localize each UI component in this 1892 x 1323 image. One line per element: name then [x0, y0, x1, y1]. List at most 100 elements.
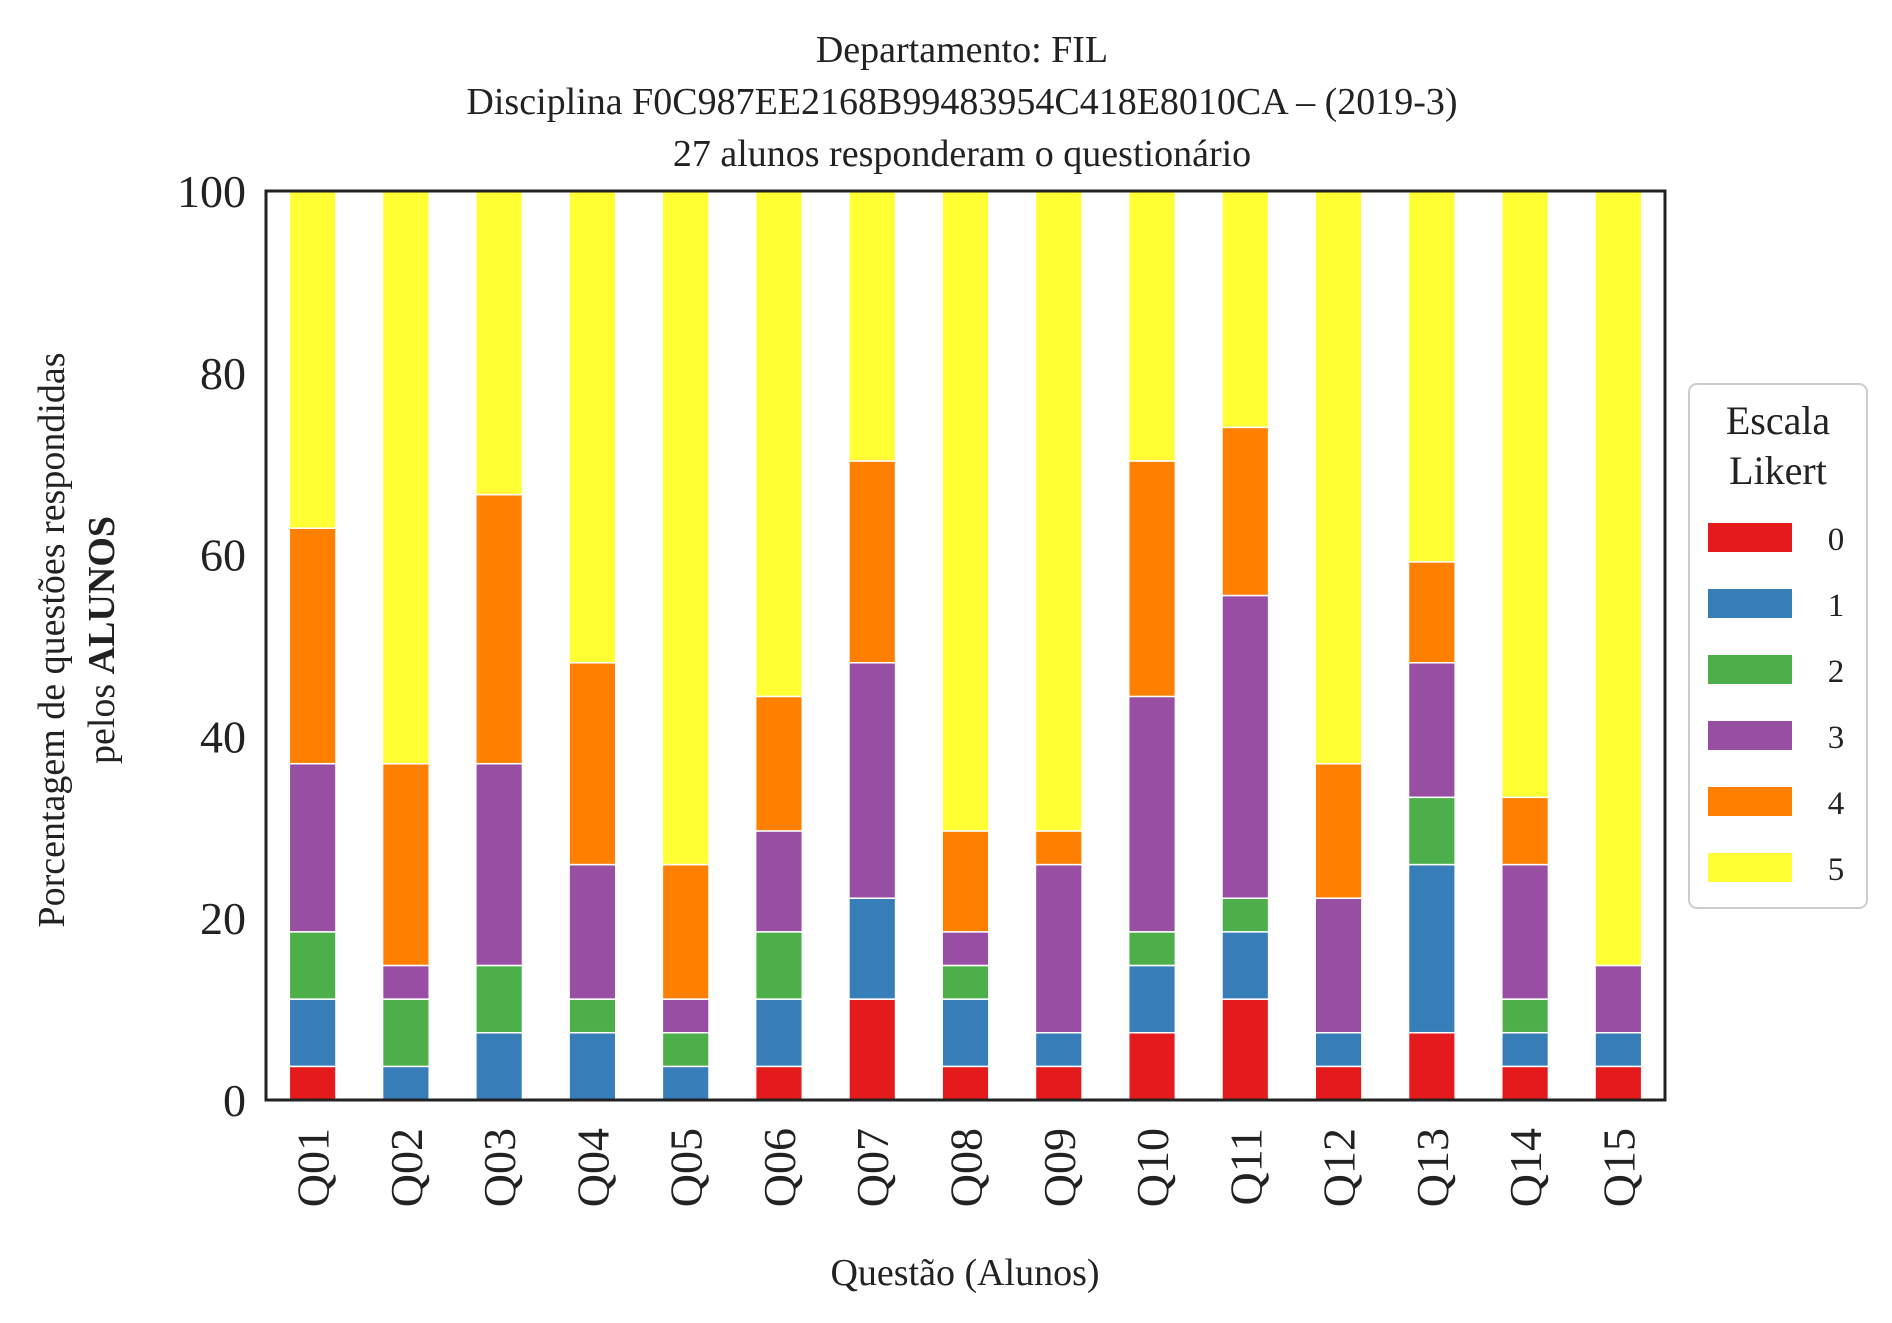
- bar-segment-Q10-scale-1: [1127, 964, 1177, 1034]
- bar-segment-Q13-scale-1: [1407, 863, 1456, 1034]
- bar-segment-Q04-scale-1: [568, 1031, 617, 1101]
- bar-segment-Q13-scale-4: [1407, 561, 1456, 664]
- bar-segment-Q10-scale-3: [1127, 695, 1177, 933]
- bar-segment-Q06-scale-0: [754, 1065, 804, 1101]
- bars-group: [288, 190, 1643, 1101]
- chart-title: Departamento: FIL Disciplina F0C987EE216…: [466, 29, 1457, 175]
- bar-segment-Q11-scale-4: [1221, 426, 1270, 597]
- bar-segment-Q04-scale-5: [568, 190, 617, 664]
- bar-segment-Q14-scale-1: [1501, 1031, 1550, 1068]
- bar-segment-Q11-scale-1: [1221, 931, 1270, 1000]
- bar-segment-Q04-scale-2: [568, 998, 617, 1034]
- bar-segment-Q09-scale-3: [1034, 863, 1083, 1034]
- y-tick-label-40: 40: [200, 711, 246, 762]
- bar-segment-Q02-scale-4: [381, 762, 430, 967]
- bar-segment-Q02-scale-2: [381, 998, 430, 1068]
- bar-segment-Q14-scale-3: [1501, 863, 1550, 1000]
- y-axis-label-line-1: Porcentagem de questões respondidas: [31, 352, 73, 927]
- bar-segment-Q13-scale-3: [1407, 662, 1456, 799]
- legend-title-line-1: Escala: [1726, 398, 1831, 443]
- bar-segment-Q08-scale-5: [941, 190, 990, 832]
- x-tick-label-Q04: Q04: [567, 1128, 618, 1207]
- y-axis-label-bold: ALUNOS: [81, 516, 123, 674]
- x-tick-label-Q06: Q06: [754, 1128, 805, 1207]
- bar-segment-Q12-scale-0: [1314, 1065, 1363, 1101]
- y-tick-label-100: 100: [177, 166, 246, 217]
- bar-segment-Q07-scale-4: [848, 460, 897, 664]
- legend-label-3: 3: [1828, 720, 1845, 756]
- bar-segment-Q07-scale-1: [848, 897, 897, 1000]
- bar-segment-Q05-scale-4: [661, 863, 710, 1000]
- bar-segment-Q03-scale-5: [475, 190, 524, 496]
- legend-swatch-3: [1708, 721, 1792, 750]
- bar-segment-Q13-scale-0: [1407, 1031, 1456, 1101]
- bar-segment-Q07-scale-3: [848, 662, 897, 899]
- bar-segment-Q13-scale-2: [1407, 796, 1456, 866]
- x-tick-label-Q15: Q15: [1593, 1128, 1644, 1207]
- bar-segment-Q01-scale-5: [288, 190, 337, 529]
- bar-segment-Q06-scale-3: [754, 830, 804, 933]
- bar-segment-Q11-scale-3: [1221, 594, 1270, 899]
- bar-segment-Q14-scale-0: [1501, 1065, 1550, 1101]
- x-tick-label-Q13: Q13: [1407, 1128, 1458, 1207]
- y-tick-label-60: 60: [200, 530, 246, 581]
- legend-swatch-5: [1708, 853, 1792, 882]
- bar-segment-Q09-scale-0: [1034, 1065, 1083, 1101]
- bar-segment-Q10-scale-4: [1127, 460, 1177, 698]
- bar-segment-Q15-scale-1: [1594, 1031, 1643, 1068]
- x-tick-label-Q07: Q07: [847, 1128, 898, 1207]
- x-tick-label-Q03: Q03: [474, 1128, 525, 1207]
- legend-box: [1688, 383, 1868, 909]
- legend-title-line-2: Likert: [1729, 448, 1827, 493]
- y-tick-label-80: 80: [200, 348, 246, 399]
- legend-label-5: 5: [1828, 852, 1845, 888]
- legend-label-0: 0: [1828, 522, 1845, 558]
- x-axis-label: Questão (Alunos): [830, 1252, 1099, 1294]
- bar-segment-Q01-scale-1: [288, 998, 337, 1068]
- bar-segment-Q08-scale-3: [941, 931, 990, 967]
- bar-segment-Q12-scale-3: [1314, 897, 1363, 1034]
- title-line-1: Departamento: FIL: [816, 29, 1108, 71]
- bar-segment-Q08-scale-1: [941, 998, 990, 1068]
- bar-segment-Q13-scale-5: [1407, 190, 1456, 563]
- bar-segment-Q03-scale-1: [475, 1031, 524, 1101]
- legend-swatch-0: [1708, 523, 1792, 552]
- legend-label-2: 2: [1828, 654, 1845, 690]
- title-line-3: 27 alunos responderam o questionário: [673, 133, 1251, 175]
- bar-segment-Q02-scale-1: [381, 1065, 430, 1101]
- y-axis-ticks: 0 20 40 60 80 100: [177, 166, 246, 1126]
- legend-swatch-1: [1708, 589, 1792, 618]
- bar-segment-Q06-scale-2: [754, 931, 804, 1000]
- plot-frame: [264, 189, 1667, 1102]
- legend-label-4: 4: [1828, 786, 1845, 822]
- legend-swatch-4: [1708, 787, 1792, 816]
- bar-segment-Q03-scale-4: [475, 493, 524, 765]
- bar-segment-Q03-scale-2: [475, 964, 524, 1034]
- bar-segment-Q11-scale-0: [1221, 998, 1270, 1101]
- y-tick-label-20: 20: [200, 893, 246, 944]
- y-axis-label: Porcentagem de questões respondidas pelo…: [31, 352, 123, 927]
- bar-segment-Q10-scale-5: [1127, 190, 1177, 462]
- bar-segment-Q12-scale-1: [1314, 1031, 1363, 1068]
- bar-segment-Q04-scale-4: [568, 662, 617, 866]
- bar-segment-Q04-scale-3: [568, 863, 617, 1000]
- bar-segment-Q15-scale-3: [1594, 964, 1643, 1034]
- bar-segment-Q15-scale-5: [1594, 190, 1643, 967]
- legend-swatch-2: [1708, 655, 1792, 684]
- bar-segment-Q01-scale-2: [288, 931, 337, 1000]
- x-tick-label-Q08: Q08: [941, 1128, 992, 1207]
- bar-segment-Q05-scale-3: [661, 998, 710, 1034]
- bar-segment-Q10-scale-2: [1127, 931, 1177, 967]
- bar-segment-Q02-scale-3: [381, 964, 430, 1000]
- x-tick-label-Q09: Q09: [1034, 1128, 1085, 1207]
- legend-items: 0 1 2 3 4 5: [1708, 522, 1844, 888]
- x-tick-label-Q01: Q01: [288, 1128, 339, 1207]
- bar-segment-Q11-scale-2: [1221, 897, 1270, 933]
- bar-segment-Q09-scale-1: [1034, 1031, 1083, 1068]
- title-line-2: Disciplina F0C987EE2168B99483954C418E801…: [466, 81, 1457, 123]
- bar-segment-Q09-scale-5: [1034, 190, 1083, 832]
- bar-segment-Q11-scale-5: [1221, 190, 1270, 429]
- bar-segment-Q08-scale-4: [941, 830, 990, 933]
- x-tick-label-Q14: Q14: [1500, 1128, 1551, 1207]
- bar-segment-Q05-scale-5: [661, 190, 710, 866]
